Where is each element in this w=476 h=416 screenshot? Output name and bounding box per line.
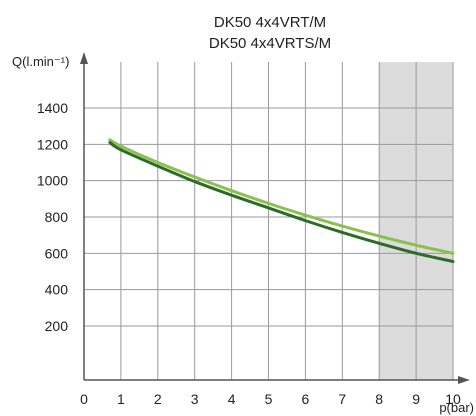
x-tick-label-4: 4 (228, 391, 236, 407)
x-tick-label-3: 3 (191, 391, 199, 407)
series-line-1 (108, 138, 455, 255)
y-axis-arrow-icon (80, 52, 88, 64)
y-tick-label-1000: 1000 (37, 173, 68, 189)
y-tick-label-1200: 1200 (37, 136, 68, 152)
series-line-2 (108, 141, 455, 264)
chart-title-line-1: DK50 4x4VRT/M (214, 14, 326, 31)
x-tick-label-8: 8 (375, 391, 383, 407)
x-axis-label: p(bar) (439, 400, 474, 415)
x-tick-label-9: 9 (412, 391, 420, 407)
x-tick-label-10: 10 (445, 391, 461, 407)
chart-title-line-2: DK50 4x4VRTS/M (209, 35, 331, 52)
y-tick-label-800: 800 (45, 209, 69, 225)
x-axis-arrow-icon (458, 376, 470, 384)
y-tick-label-1400: 1400 (37, 100, 68, 116)
y-tick-label-200: 200 (45, 318, 69, 334)
x-tick-label-2: 2 (154, 391, 162, 407)
x-tick-label-7: 7 (338, 391, 346, 407)
x-tick-label-5: 5 (265, 391, 273, 407)
x-tick-label-1: 1 (117, 391, 125, 407)
x-tick-label-0: 0 (80, 391, 88, 407)
y-tick-label-600: 600 (45, 245, 69, 261)
y-axis-label: Q(l.min⁻¹) (12, 54, 69, 69)
x-tick-label-6: 6 (302, 391, 310, 407)
y-tick-label-400: 400 (45, 282, 69, 298)
